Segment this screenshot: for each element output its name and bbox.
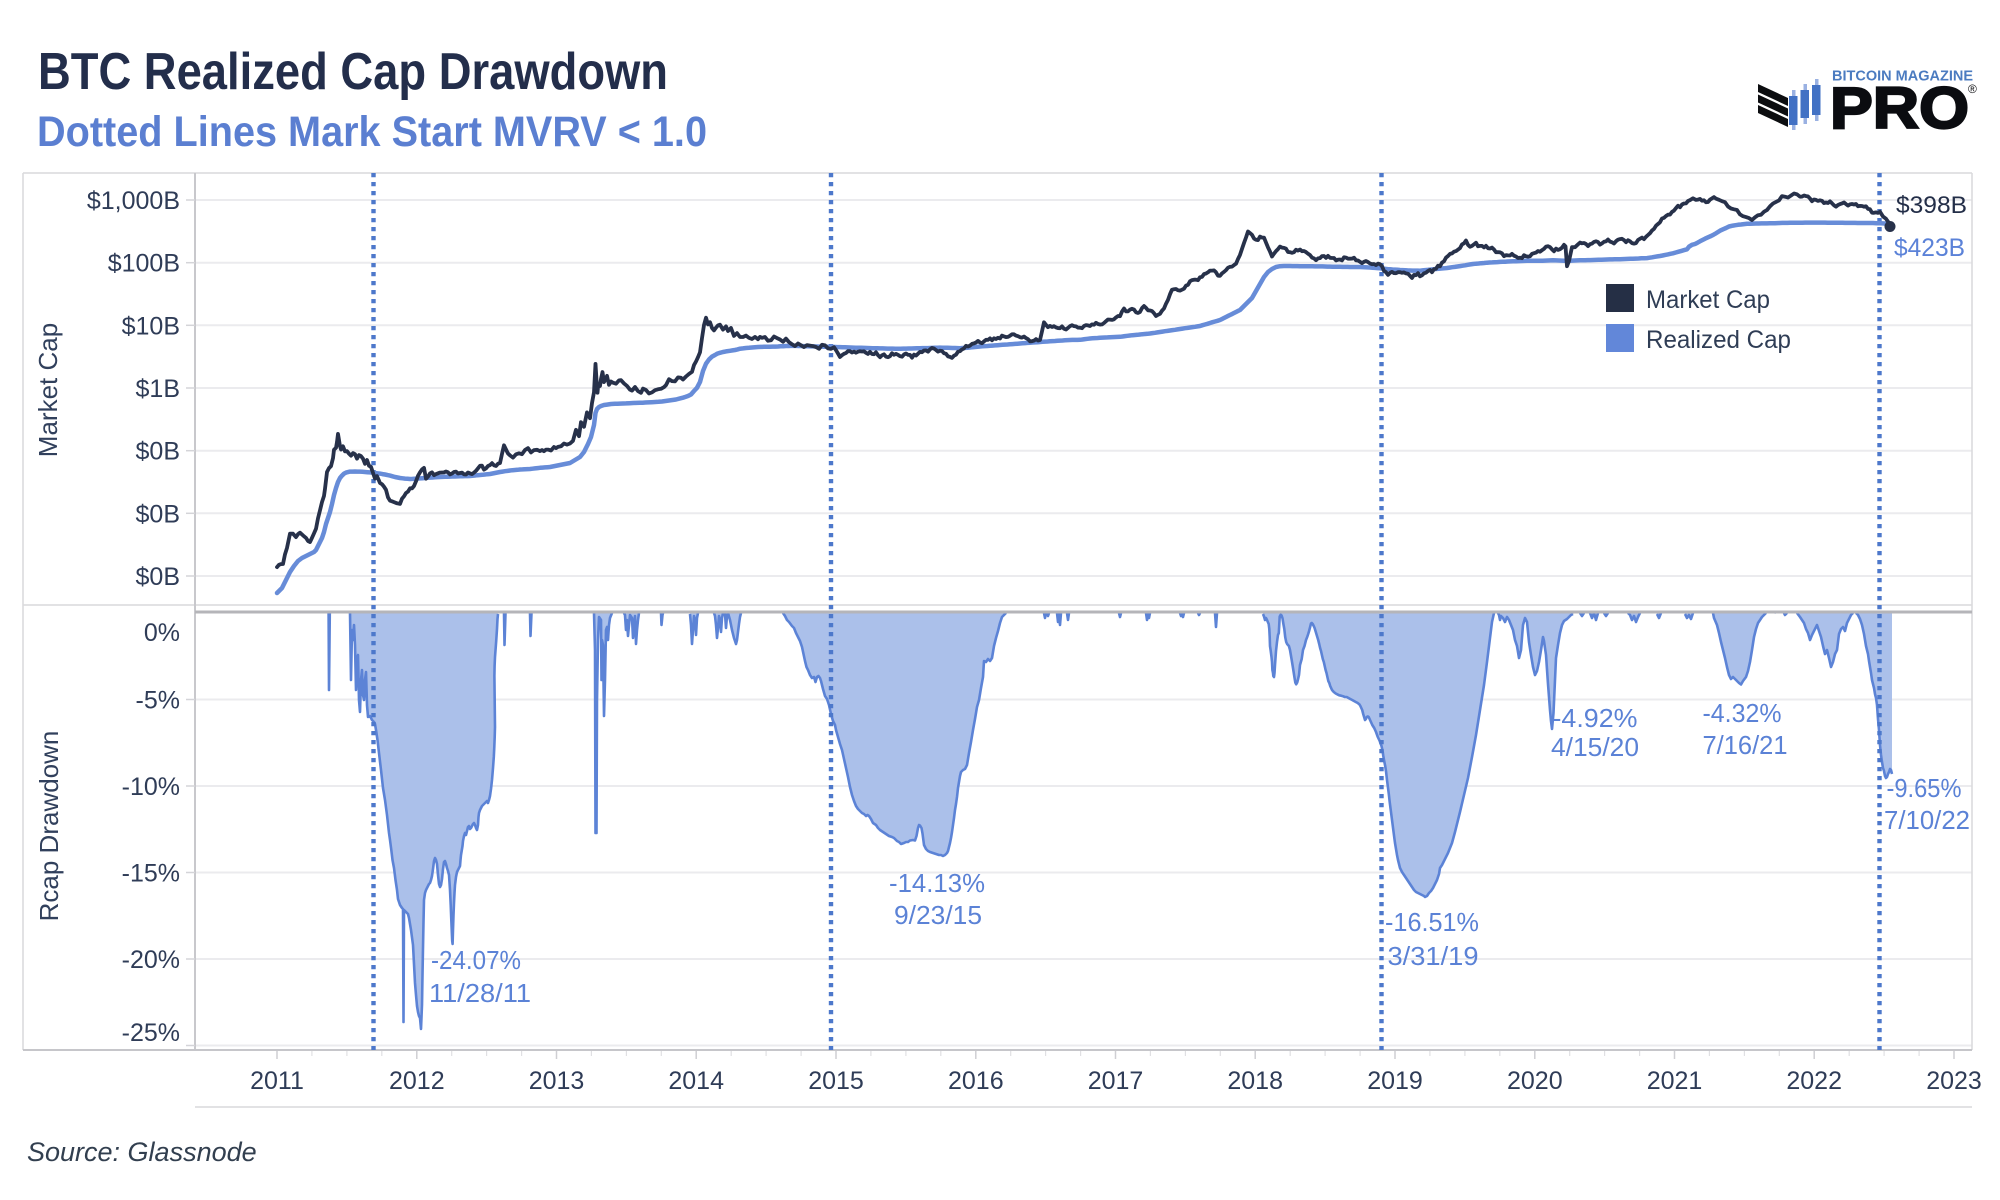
svg-text:-25%: -25% <box>122 1019 180 1047</box>
svg-text:2012: 2012 <box>389 1067 445 1095</box>
svg-text:Market Cap: Market Cap <box>33 323 63 457</box>
svg-text:2017: 2017 <box>1088 1067 1144 1095</box>
svg-text:2022: 2022 <box>1786 1067 1842 1095</box>
svg-text:BITCOIN MAGAZINE: BITCOIN MAGAZINE <box>1832 69 1973 85</box>
svg-text:0%: 0% <box>144 619 180 647</box>
svg-text:Realized Cap: Realized Cap <box>1646 326 1791 354</box>
svg-text:2013: 2013 <box>529 1067 585 1095</box>
svg-text:®: ® <box>1968 82 1977 96</box>
svg-text:$423B: $423B <box>1894 234 1965 262</box>
svg-text:4/15/20: 4/15/20 <box>1551 732 1639 762</box>
svg-text:2016: 2016 <box>948 1067 1004 1095</box>
svg-text:11/28/11: 11/28/11 <box>429 978 531 1008</box>
svg-text:2021: 2021 <box>1647 1067 1703 1095</box>
svg-text:Rcap Drawdown: Rcap Drawdown <box>34 731 64 922</box>
svg-text:7/10/22: 7/10/22 <box>1884 805 1970 835</box>
svg-text:$1B: $1B <box>136 375 180 403</box>
svg-text:PRO: PRO <box>1830 76 1969 141</box>
svg-text:Market Cap: Market Cap <box>1646 286 1770 314</box>
svg-text:2023: 2023 <box>1926 1067 1982 1095</box>
svg-text:-10%: -10% <box>122 773 180 801</box>
svg-text:2018: 2018 <box>1227 1067 1283 1095</box>
svg-text:$0B: $0B <box>136 500 180 528</box>
svg-text:$398B: $398B <box>1896 192 1967 219</box>
svg-text:2019: 2019 <box>1367 1067 1423 1095</box>
svg-text:2011: 2011 <box>250 1067 304 1095</box>
svg-text:-20%: -20% <box>122 946 180 974</box>
svg-text:7/16/21: 7/16/21 <box>1703 730 1788 760</box>
svg-text:2014: 2014 <box>668 1067 724 1095</box>
svg-text:-15%: -15% <box>122 860 180 888</box>
svg-text:2020: 2020 <box>1507 1067 1563 1095</box>
svg-text:-4.32%: -4.32% <box>1703 698 1782 728</box>
svg-text:2015: 2015 <box>808 1067 864 1095</box>
svg-text:-24.07%: -24.07% <box>431 945 521 975</box>
svg-text:$100B: $100B <box>108 250 180 278</box>
svg-text:-5%: -5% <box>136 687 180 715</box>
svg-text:-4.92%: -4.92% <box>1553 703 1638 733</box>
svg-text:9/23/15: 9/23/15 <box>894 900 982 930</box>
svg-text:3/31/19: 3/31/19 <box>1388 941 1479 971</box>
svg-text:-14.13%: -14.13% <box>889 868 985 898</box>
svg-text:$1,000B: $1,000B <box>87 187 180 215</box>
svg-text:-9.65%: -9.65% <box>1887 773 1962 803</box>
svg-text:$0B: $0B <box>136 563 180 591</box>
svg-text:$0B: $0B <box>136 438 180 466</box>
svg-text:BTC Realized Cap Drawdown: BTC Realized Cap Drawdown <box>38 43 668 101</box>
svg-text:Source: Glassnode: Source: Glassnode <box>27 1137 257 1167</box>
svg-text:-16.51%: -16.51% <box>1385 907 1479 937</box>
svg-text:$10B: $10B <box>122 312 180 340</box>
svg-text:Dotted Lines Mark Start MVRV <: Dotted Lines Mark Start MVRV < 1.0 <box>37 108 707 156</box>
